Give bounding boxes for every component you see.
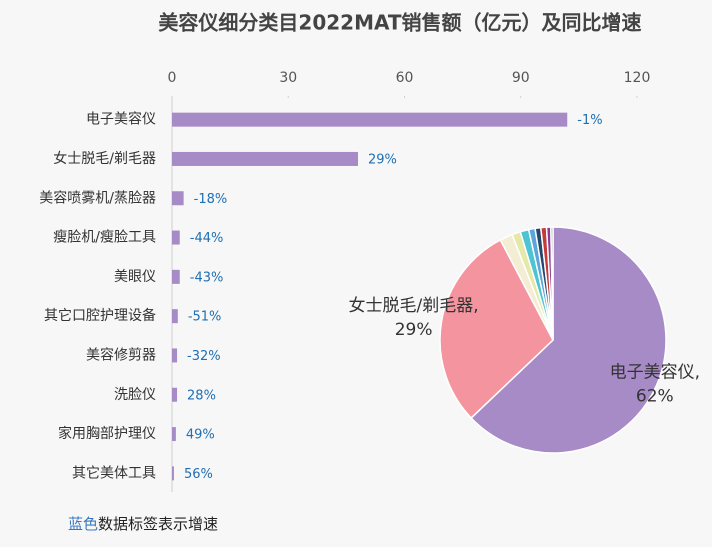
growth-label: -51% <box>188 310 222 325</box>
growth-label: -44% <box>190 231 224 246</box>
x-tick-label: 90 <box>512 70 530 86</box>
growth-label: -18% <box>194 192 228 207</box>
category-label: 电子美容仪 <box>86 111 156 128</box>
note-part: 蓝色 <box>68 515 98 533</box>
pie-slice <box>550 226 554 341</box>
growth-label: 29% <box>368 152 397 167</box>
bar <box>172 348 178 363</box>
slice-value-label: 62% <box>636 387 674 407</box>
x-tick-label: 0 <box>168 70 177 86</box>
category-label: 其它美体工具 <box>72 464 156 481</box>
growth-label: 56% <box>184 467 213 482</box>
category-label: 美容喷雾机/蒸脸器 <box>39 189 156 206</box>
slice-value-label: 29% <box>395 320 433 340</box>
bar <box>172 269 180 284</box>
category-label: 美容修剪器 <box>86 346 156 363</box>
note: 蓝色数据标签表示增速 <box>68 515 218 533</box>
note-part: 数据标签表示增速 <box>98 515 218 533</box>
chart-title: 美容仪细分类目2022MAT销售额（亿元）及同比增速 <box>158 11 641 35</box>
pie-slice <box>439 238 554 420</box>
bar <box>172 427 176 442</box>
x-tick-label: 60 <box>396 70 414 86</box>
category-label: 女士脱毛/剃毛器 <box>53 150 156 167</box>
category-label: 美眼仪 <box>114 269 156 285</box>
growth-label: -1% <box>577 113 602 128</box>
bar <box>172 230 180 245</box>
bar <box>172 387 178 402</box>
bar <box>172 151 358 166</box>
bar <box>172 309 178 324</box>
bar <box>172 112 568 127</box>
slice-label: 女士脱毛/剃毛器, <box>349 296 479 316</box>
slice-label: 电子美容仪, <box>610 363 700 383</box>
x-tick-label: 30 <box>279 70 297 86</box>
pie-slice <box>470 226 667 454</box>
category-label: 瘦脸机/瘦脸工具 <box>53 229 156 246</box>
x-tick-label: 120 <box>624 70 651 86</box>
category-label: 家用胸部护理仪 <box>58 425 156 442</box>
growth-label: -32% <box>187 349 221 364</box>
growth-label: 28% <box>187 388 216 403</box>
category-label: 洗脸仪 <box>114 387 156 403</box>
bar <box>172 191 184 206</box>
growth-label: -43% <box>190 270 224 285</box>
bar <box>172 466 174 481</box>
category-label: 其它口腔护理设备 <box>44 307 156 324</box>
growth-label: 49% <box>186 428 215 443</box>
